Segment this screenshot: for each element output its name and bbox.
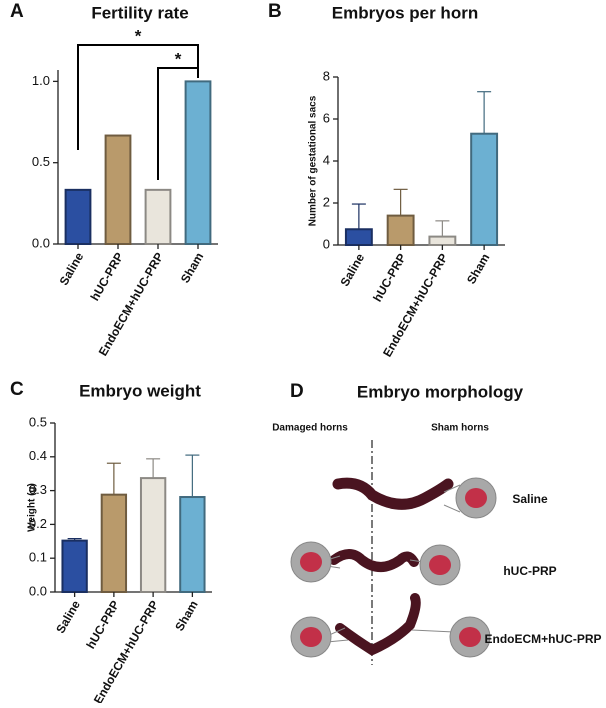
morphology-panel: D Embryo morphology Damaged horns Sham h…	[272, 381, 602, 665]
chart-title: Fertility rate	[91, 3, 188, 22]
row-label: EndoECM+hUC-PRP	[485, 632, 602, 646]
bar	[144, 188, 172, 246]
panel-letter: A	[10, 1, 24, 22]
y-tick-label: 0.5	[29, 414, 47, 429]
bar	[100, 493, 128, 594]
bar	[139, 477, 167, 593]
x-tick-label: hUC-PRP	[88, 250, 127, 303]
bar	[470, 132, 499, 246]
y-tick-label: 0.1	[29, 550, 47, 565]
bar	[179, 496, 206, 593]
bar	[184, 80, 212, 245]
bar	[104, 134, 132, 245]
significance-bracket	[157, 67, 199, 180]
horn	[329, 549, 419, 572]
x-tick-label: hUC-PRP	[370, 251, 409, 304]
chart-panel: B Embryos per horn Number of gestational s…	[268, 1, 505, 359]
embryo-insets	[290, 477, 497, 658]
y-tick-label: 8	[323, 68, 330, 83]
significance-label: *	[175, 49, 182, 68]
column-heading: Sham horns	[431, 423, 489, 434]
column-heading: Damaged horns	[272, 423, 348, 434]
panel-letter: D	[290, 381, 304, 402]
horn	[335, 593, 421, 656]
y-tick-label: 0.0	[29, 583, 47, 598]
bar	[428, 235, 457, 247]
bar	[61, 539, 88, 594]
y-axis-label: Weight (g)	[27, 483, 38, 532]
chart-title: Embryos per horn	[332, 3, 478, 22]
y-tick-label: 0	[323, 236, 330, 251]
y-axis-label: Number of gestational sacs	[308, 95, 319, 226]
bar	[64, 188, 92, 246]
y-tick-label: 6	[323, 110, 330, 125]
x-tick-label: Sham	[172, 598, 200, 633]
chart-panel: C Embryo weight Weight (g) 0.0 0.1 0.2 0.3 0.4 0…	[10, 379, 212, 706]
y-tick-label: 0.5	[32, 154, 50, 169]
chart-title: Embryo weight	[79, 381, 201, 400]
y-tick-label: 1.0	[32, 73, 50, 88]
significance-bracket	[77, 44, 199, 150]
x-tick-label: Saline	[53, 598, 83, 636]
panel-letter: C	[10, 379, 24, 400]
horn	[332, 477, 454, 510]
y-tick-label: 0.4	[29, 448, 47, 463]
row-label: hUC-PRP	[503, 564, 556, 578]
y-tick-label: 4	[323, 152, 330, 167]
y-tick-label: 0.3	[29, 482, 47, 497]
bar	[386, 214, 415, 247]
x-tick-label: Saline	[337, 251, 367, 289]
bar	[344, 228, 373, 246]
x-tick-label: hUC-PRP	[83, 598, 122, 651]
x-tick-label: Sham	[178, 250, 206, 285]
y-tick-label: 0.0	[32, 235, 50, 250]
y-tick-label: 2	[323, 194, 330, 209]
x-tick-label: Sham	[464, 251, 492, 286]
panel-letter: B	[268, 1, 282, 22]
x-tick-label: Saline	[57, 250, 87, 288]
row-label: Saline	[512, 492, 548, 506]
significance-label: *	[135, 26, 142, 45]
y-tick-label: 0.2	[29, 516, 47, 531]
panel-title: Embryo morphology	[357, 382, 524, 401]
